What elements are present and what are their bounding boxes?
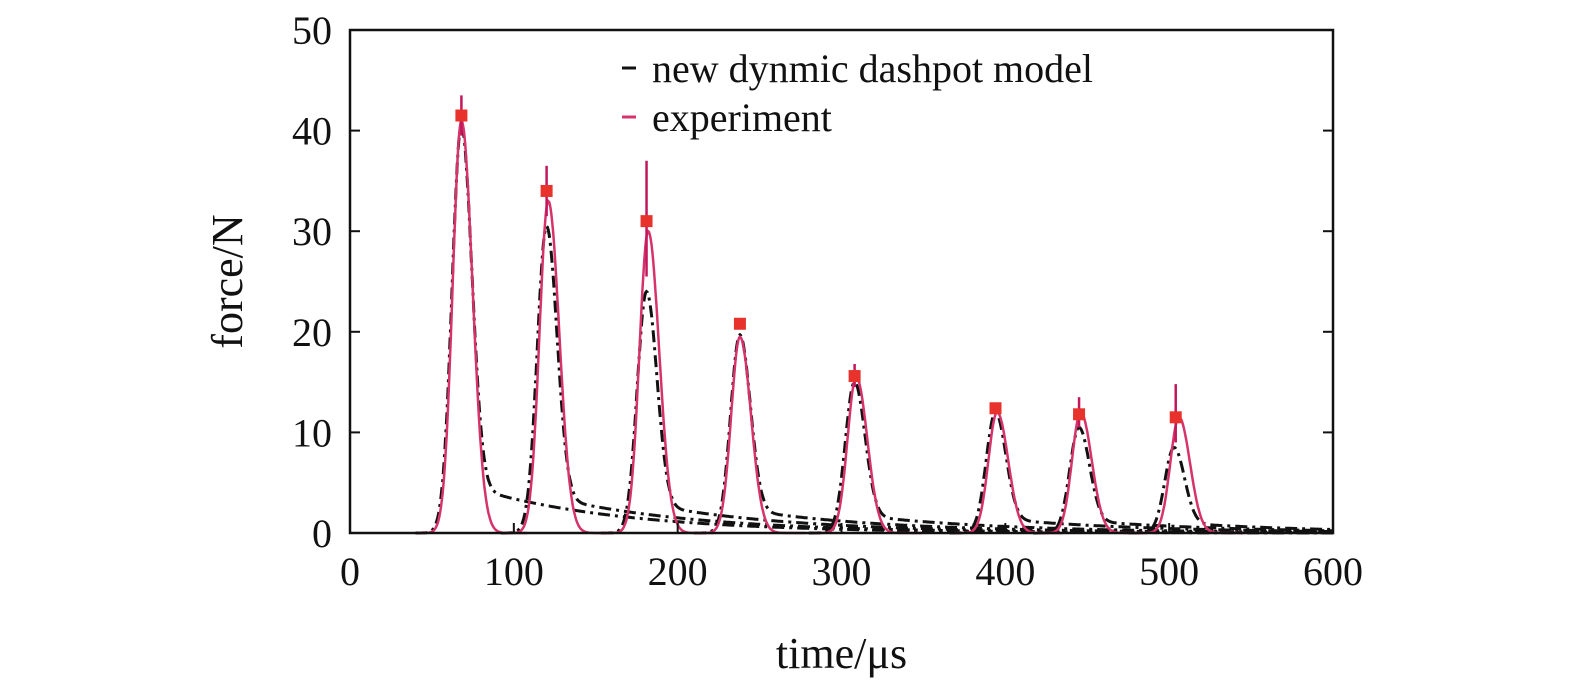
- data-marker: [640, 215, 653, 228]
- x-axis-label: time/μs: [776, 629, 907, 678]
- y-tick-label: 20: [292, 310, 332, 355]
- experiment-curve-pulse: [813, 375, 922, 535]
- y-tick-label: 0: [312, 511, 332, 556]
- data-marker: [1169, 411, 1182, 424]
- x-tick-label: 100: [484, 549, 544, 594]
- experiment-curve-pulse: [605, 229, 714, 535]
- model-curve-pulse: [1128, 445, 1333, 535]
- y-tick-label: 30: [292, 209, 332, 254]
- experiment-curve-pulse: [1136, 415, 1245, 535]
- model-curve-pulse: [808, 380, 1333, 535]
- x-tick-label: 500: [1139, 549, 1199, 594]
- data-marker: [1073, 408, 1086, 421]
- x-tick-label: 400: [975, 549, 1035, 594]
- legend: new dynmic dashpot model experiment: [622, 46, 1093, 140]
- y-tick-label: 10: [292, 410, 332, 455]
- y-axis-label: force/N: [203, 214, 252, 348]
- model-curve-pulse: [949, 410, 1333, 535]
- data-marker: [848, 370, 861, 383]
- data-marker: [455, 109, 468, 122]
- data-marker: [989, 402, 1002, 415]
- x-tick-label: 200: [648, 549, 708, 594]
- plot-layer: [415, 95, 1333, 535]
- legend-label-model: new dynmic dashpot model: [652, 46, 1093, 91]
- data-marker: [733, 317, 746, 330]
- model-curve-pulse: [600, 289, 1333, 535]
- model-curve-pulse: [415, 122, 1333, 535]
- x-tick-label: 0: [340, 549, 360, 594]
- legend-label-experiment: experiment: [652, 95, 832, 140]
- y-tick-label: 50: [292, 8, 332, 53]
- model-curve-pulse: [500, 223, 1333, 535]
- plot-frame: [348, 28, 1335, 535]
- x-tick-label: 600: [1303, 549, 1363, 594]
- y-tick-label: 40: [292, 109, 332, 154]
- axis-ticks: 0 100 200 300 400 500 600 0 10 20 30 40 50: [292, 8, 1363, 594]
- experiment-curve-pulse: [697, 335, 806, 535]
- x-tick-label: 300: [812, 549, 872, 594]
- experiment-curve-pulse: [418, 117, 527, 535]
- model-curve-pulse: [1033, 425, 1333, 535]
- experiment-curve-pulse: [505, 198, 614, 535]
- model-curve-pulse: [694, 332, 1333, 535]
- data-marker: [540, 184, 553, 197]
